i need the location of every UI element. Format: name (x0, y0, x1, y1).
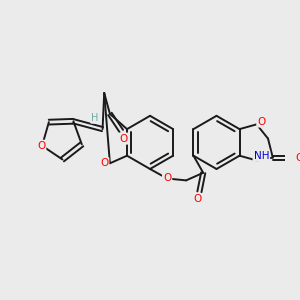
Text: O: O (100, 158, 108, 168)
Text: O: O (119, 134, 127, 144)
Text: H: H (91, 113, 99, 123)
Text: O: O (257, 116, 266, 127)
Text: O: O (37, 141, 45, 151)
Text: O: O (295, 153, 300, 163)
Text: O: O (163, 173, 171, 184)
Text: O: O (194, 194, 202, 204)
Text: NH: NH (254, 151, 269, 161)
